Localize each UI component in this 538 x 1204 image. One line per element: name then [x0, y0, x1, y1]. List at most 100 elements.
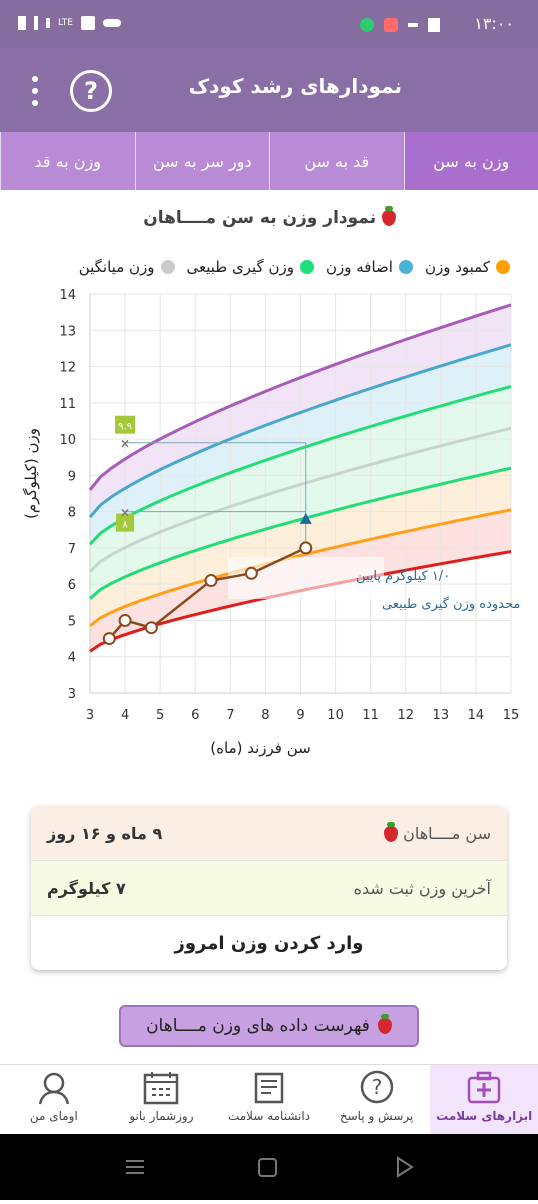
y-tick-label: 14 — [59, 288, 76, 303]
y-tick-label: 11 — [59, 397, 76, 412]
y-tick-label: 7 — [68, 542, 76, 557]
tab-weight-height[interactable]: وزن به قد — [0, 132, 135, 190]
strawberry-icon — [378, 1018, 392, 1034]
x-tick-label: 5 — [156, 708, 164, 723]
child-weight-point[interactable] — [246, 568, 257, 579]
help-circle-icon[interactable]: ? — [70, 70, 112, 112]
age-label: سن مــــاهان — [384, 824, 491, 843]
download-icon — [428, 18, 440, 32]
status-bar: LTE ۱۳:۰۰ — [0, 0, 538, 48]
x-tick-label: 8 — [261, 708, 269, 723]
network-type: LTE — [58, 18, 73, 28]
legend-dot — [300, 260, 314, 274]
x-tick-label: 12 — [397, 708, 414, 723]
y-tick-label: 13 — [59, 324, 76, 339]
x-tick-label: 9 — [296, 708, 304, 723]
battery-icon — [18, 16, 26, 30]
age-row: سن مــــاهان ۹ ماه و ۱۶ روز — [31, 806, 507, 861]
nav-label: پرسش و پاسخ — [340, 1109, 414, 1123]
x-tick-label: 4 — [121, 708, 129, 723]
child-name: سن مــــاهان — [403, 824, 491, 843]
vibrate-icon — [81, 16, 95, 30]
legend-dot — [399, 260, 413, 274]
tab-height-age[interactable]: قد به سن — [269, 132, 404, 190]
x-tick-label: 14 — [468, 708, 485, 723]
upper-limit-cross: × — [120, 437, 130, 451]
legend-item-average: وزن میانگین — [79, 258, 175, 276]
upper-limit-label: ۹.۹ — [118, 422, 132, 433]
y-tick-label: 5 — [68, 614, 76, 629]
x-tick-label: 7 — [226, 708, 234, 723]
legend-dot — [161, 260, 175, 274]
x-tick-label: 10 — [327, 708, 344, 723]
back-icon[interactable] — [398, 1158, 412, 1176]
child-weight-point[interactable] — [300, 542, 311, 553]
weight-list-button[interactable]: فهرست داده های وزن مــــاهان — [119, 1005, 419, 1047]
child-weight-point[interactable] — [146, 622, 157, 633]
child-weight-point[interactable] — [120, 615, 131, 626]
calendar-icon — [142, 1069, 180, 1107]
last-weight-row: آخرین وزن ثبت شده ۷ کیلوگرم — [31, 861, 507, 916]
y-tick-label: 8 — [68, 506, 76, 521]
nav-label: دانشنامه سلامت — [228, 1109, 310, 1123]
clock: ۱۳:۰۰ — [474, 14, 514, 33]
weight-list-label: فهرست داده های وزن مــــاهان — [146, 1016, 370, 1036]
status-icons: LTE — [18, 16, 121, 30]
question-bubble-icon: ? — [358, 1069, 396, 1107]
app-bar: ? نمودارهای رشد کودک — [0, 48, 538, 132]
lower-limit-cross: × — [120, 506, 130, 520]
x-tick-label: 3 — [86, 708, 94, 723]
y-tick-label: 10 — [59, 433, 76, 448]
more-vert-icon[interactable] — [28, 72, 42, 112]
nav-profile[interactable]: اومای من — [0, 1065, 108, 1135]
age-value: ۹ ماه و ۱۶ روز — [47, 824, 162, 843]
x-tick-label: 11 — [362, 708, 379, 723]
nav-qa[interactable]: ? پرسش و پاسخ — [323, 1065, 431, 1135]
nav-label: ابزارهای سلامت — [436, 1109, 532, 1123]
x-axis-label: سن فرزند (ماه) — [210, 739, 310, 757]
nav-label: روزشمار بانو — [129, 1109, 193, 1123]
tab-weight-age[interactable]: وزن به سن — [404, 132, 538, 190]
medical-kit-icon — [465, 1069, 503, 1107]
y-axis-label: وزن (کیلوگرم) — [22, 428, 40, 519]
nav-calendar[interactable]: روزشمار بانو — [108, 1065, 216, 1135]
legend-label: اضافه وزن — [326, 258, 393, 276]
chart-title: نمودار وزن به سن مــــاهان — [143, 208, 396, 228]
info-card: سن مــــاهان ۹ ماه و ۱۶ روز آخرین وزن ثب… — [31, 806, 507, 970]
legend-label: کمبود وزن — [425, 258, 490, 276]
strawberry-icon — [382, 210, 396, 226]
last-weight-label: آخرین وزن ثبت شده — [354, 879, 491, 898]
chart-tabs: وزن به سن قد به سن دور سر به سن وزن به ق… — [0, 132, 538, 190]
app-notification-icon — [384, 18, 398, 32]
legend-item-underweight: کمبود وزن — [425, 258, 510, 276]
legend-dot — [496, 260, 510, 274]
tab-head-age[interactable]: دور سر به سن — [135, 132, 270, 190]
nav-label: اومای من — [30, 1109, 78, 1123]
signal-bar-icon — [46, 18, 50, 28]
app-small-icon — [408, 23, 418, 27]
recent-apps-icon[interactable] — [126, 1161, 144, 1173]
y-tick-label: 9 — [68, 469, 76, 484]
nav-health-tools[interactable]: ابزارهای سلامت — [430, 1065, 538, 1135]
last-weight-value: ۷ کیلوگرم — [47, 879, 126, 898]
x-tick-label: 13 — [433, 708, 450, 723]
annotation-line-2: محدوده وزن گیری طبیعی — [382, 596, 520, 612]
page-title: نمودارهای رشد کودک — [189, 74, 402, 98]
child-weight-point[interactable] — [206, 575, 217, 586]
newspaper-icon — [250, 1069, 288, 1107]
chart-title-text: نمودار وزن به سن مــــاهان — [143, 208, 376, 228]
nav-encyclopedia[interactable]: دانشنامه سلامت — [215, 1065, 323, 1135]
home-icon[interactable] — [259, 1159, 276, 1176]
child-weight-point[interactable] — [104, 633, 115, 644]
key-icon — [103, 19, 121, 27]
legend-item-overweight: اضافه وزن — [326, 258, 413, 276]
notification-icons — [360, 18, 440, 32]
x-tick-label: 6 — [191, 708, 199, 723]
chart-legend: کمبود وزن اضافه وزن وزن گیری طبیعی وزن م… — [79, 258, 510, 276]
enter-weight-button[interactable]: وارد کردن وزن امروز — [31, 916, 507, 970]
legend-label: وزن گیری طبیعی — [187, 258, 294, 276]
bottom-nav: ابزارهای سلامت ? پرسش و پاسخ دانشنامه سل… — [0, 1064, 538, 1135]
woman-avatar-icon — [35, 1069, 73, 1107]
system-nav-bar — [0, 1134, 538, 1200]
